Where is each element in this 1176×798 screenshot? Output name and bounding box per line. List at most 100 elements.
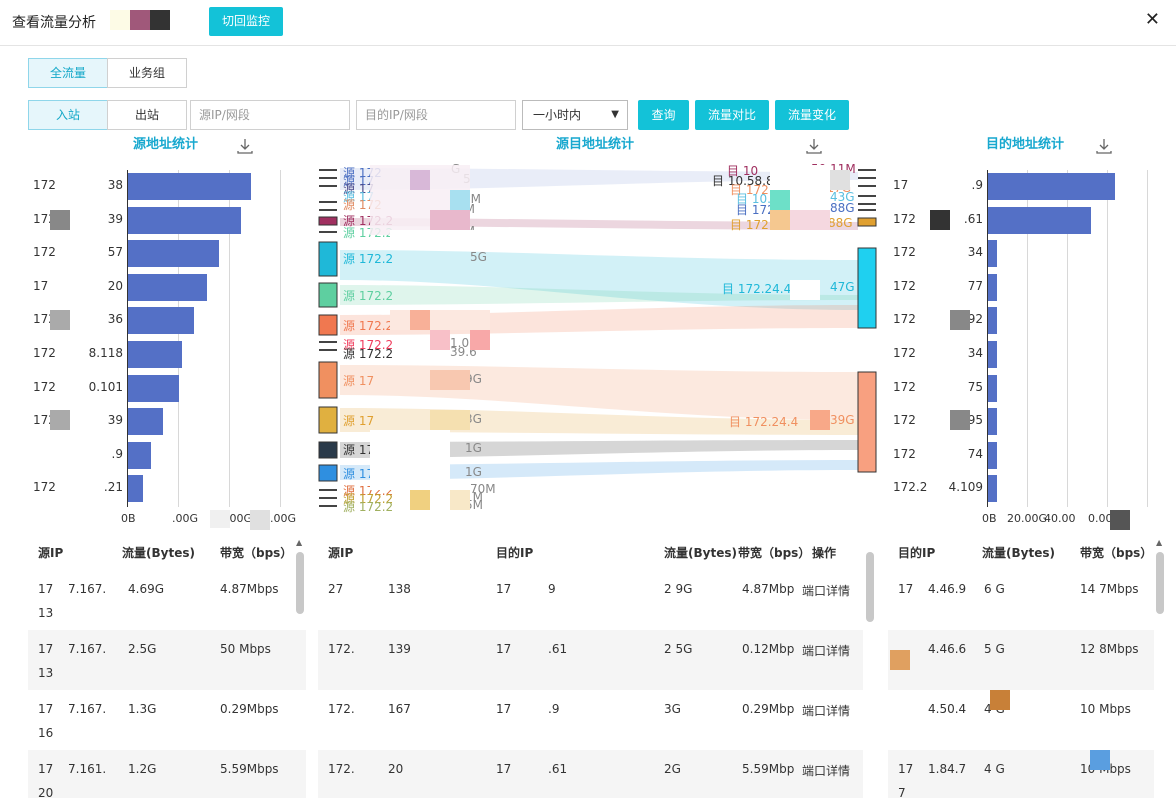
table-row[interactable]: 172. 20 17 .61 2G 5.59Mbp 端口详情 [318, 750, 863, 798]
swatch-2 [130, 10, 150, 30]
bar-label: 172 [33, 346, 56, 360]
bar-mark[interactable] [988, 206, 1091, 234]
mask-block [430, 330, 450, 350]
sankey-mid-value: 1G [465, 465, 482, 479]
bar-mark[interactable] [988, 240, 997, 268]
close-icon[interactable]: ✕ [1144, 9, 1160, 30]
bar-mark[interactable] [988, 475, 997, 503]
download-icon[interactable] [236, 137, 254, 155]
bar-label: 172 [893, 245, 916, 260]
table-row[interactable]: 172. 167 17 .9 3G 0.29Mbp 端口详情 [318, 690, 863, 750]
cell-src-ip: 20 [388, 762, 404, 776]
col-header: 源IP [328, 546, 354, 560]
sankey-node [318, 361, 338, 399]
bar-mark[interactable] [128, 408, 163, 436]
sankey-flow [340, 285, 858, 305]
sankey-right-value: 88G [828, 216, 853, 230]
query-button[interactable]: 查询 [638, 100, 689, 130]
table-row[interactable]: 17 7.167. 16 1.3G 0.29Mbps [28, 690, 306, 750]
sankey-node [318, 282, 338, 308]
table-row[interactable]: 4.50.44 G10 Mbps [888, 690, 1154, 750]
download-icon[interactable] [1095, 137, 1113, 155]
table-row[interactable]: 17 1.84.7 4 G 10 Mbps 7 [888, 750, 1154, 798]
compare-button[interactable]: 流量对比 [695, 100, 769, 130]
table-row[interactable]: 17 7.167. 13 2.5G 50 Mbps [28, 630, 306, 690]
bar-mark[interactable] [128, 307, 195, 335]
col-header: 源IP [38, 546, 64, 560]
time-range-select[interactable]: 一小时内 ▼ [522, 100, 628, 130]
mask-block [430, 410, 470, 430]
src-table: 源IP 流量(Bytes) 带宽（bps） 17 7.167. 13 4.69G 4.8… [28, 530, 306, 798]
direction-out[interactable]: 出站 [107, 100, 187, 130]
bar-mark[interactable] [128, 173, 251, 200]
bar-label: 172 [893, 446, 916, 461]
tab-all-traffic[interactable]: 全流量 [28, 58, 108, 88]
port-detail-link[interactable]: 端口详情 [802, 704, 851, 718]
port-detail-link[interactable]: 端口详情 [802, 644, 851, 658]
col-header: 带宽（bps） [1080, 546, 1153, 560]
src-ip-input[interactable]: 源IP/网段 [190, 100, 350, 130]
dst-stats-title: 目的地址统计 [986, 137, 1065, 152]
bar-label: 95 [967, 413, 983, 428]
bar-label: 172 [893, 211, 916, 226]
direction-in[interactable]: 入站 [28, 100, 108, 130]
cell-src-ip: 172. [328, 642, 355, 656]
cell-bps: 0.12Mbp [742, 642, 795, 656]
bar-mark[interactable] [128, 374, 180, 402]
bar-mark[interactable] [988, 374, 997, 402]
sankey-right-label: 目 10.58.8 [712, 174, 774, 188]
table-row[interactable]: 27 138 17 9 2 9G 4.87Mbp 端口详情 [318, 570, 863, 630]
mask-block [790, 210, 830, 230]
dialog-header: 查看流量分析 切回监控 ✕ [0, 0, 1176, 46]
cell-dst-ip: 17 [496, 642, 512, 656]
col-header: 带宽（bps） [220, 546, 293, 560]
mask-block [210, 510, 230, 528]
mask-block [390, 310, 490, 330]
back-to-monitor-button[interactable]: 切回监控 [209, 7, 283, 36]
bar-mark[interactable] [128, 206, 241, 234]
bar-label: 172 [33, 178, 56, 192]
sankey-mid-value: 70M [470, 482, 496, 496]
tab-biz-group[interactable]: 业务组 [107, 58, 187, 88]
dst-axis-tick: 40.00 [1044, 512, 1076, 525]
bar-mark[interactable] [988, 173, 1115, 200]
src-table-scrollbar[interactable] [296, 552, 304, 614]
table-row[interactable]: 17 7.167. 13 4.69G 4.87Mbps [28, 570, 306, 630]
sankey-node [857, 217, 877, 227]
bar-mark[interactable] [988, 273, 997, 301]
bar-mark[interactable] [988, 307, 997, 335]
bar-mark[interactable] [128, 273, 207, 301]
download-icon[interactable] [805, 137, 823, 155]
table-row[interactable]: 4.46.6 5 G 12 8Mbps [888, 630, 1154, 690]
bar-mark[interactable] [128, 240, 220, 268]
sankey-left-label: 源 17 [343, 414, 375, 428]
mid-table-scrollbar[interactable] [866, 552, 874, 622]
bar-mark[interactable] [128, 441, 151, 469]
dst-ip-input[interactable]: 目的IP/网段 [356, 100, 516, 130]
table-row[interactable]: 17 7.161. 20 1.2G 5.59Mbps [28, 750, 306, 798]
mask-block [410, 490, 430, 510]
scroll-up-icon[interactable]: ▲ [296, 538, 303, 547]
bar-mark[interactable] [128, 475, 143, 503]
table-row[interactable]: 172. 139 17 .61 2 5G 0.12Mbp 端口详情 [318, 630, 863, 690]
col-header: 目的IP [898, 546, 936, 560]
port-detail-link[interactable]: 端口详情 [802, 764, 851, 778]
dst-table-scrollbar[interactable] [1156, 552, 1164, 614]
cell-ip: 17 [898, 762, 914, 776]
bar-label: 172 [893, 413, 916, 428]
change-button[interactable]: 流量变化 [775, 100, 849, 130]
bar-mark[interactable] [988, 441, 997, 469]
bar-label: .61 [963, 211, 983, 226]
dst-table: 目的IP 流量(Bytes) 带宽（bps） 17 4.46.9 6 G 14 7Mb… [888, 530, 1154, 798]
cell-dst-ip: 17 [496, 702, 512, 716]
sankey-flow [340, 440, 858, 458]
bar-mark[interactable] [128, 341, 182, 368]
table-row[interactable]: 17 4.46.9 6 G 14 7Mbps [888, 570, 1154, 630]
scroll-up-icon[interactable]: ▲ [1156, 538, 1163, 547]
sankey-right-label: 目 10 [727, 164, 759, 178]
bar-mark[interactable] [988, 408, 997, 436]
sankey-mid-value: 5G [470, 250, 487, 264]
port-detail-link[interactable]: 端口详情 [802, 584, 851, 598]
bar-mark[interactable] [988, 341, 997, 368]
src-stats-title: 源地址统计 [133, 137, 199, 152]
